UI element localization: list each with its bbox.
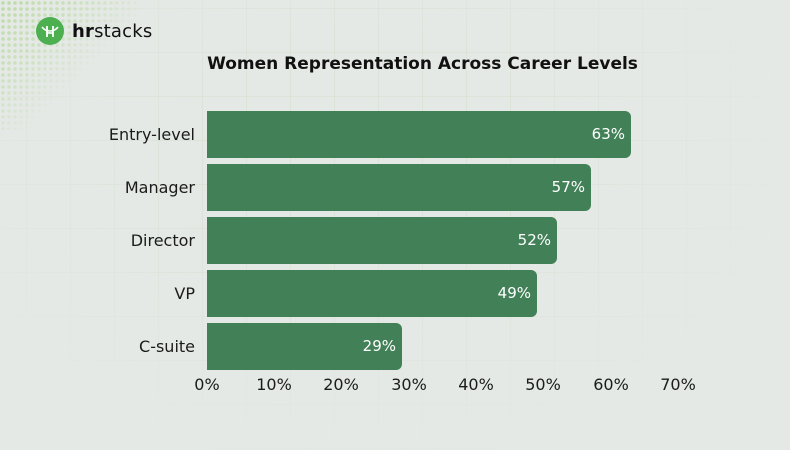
x-tick-label: 50%	[525, 375, 561, 394]
bar-vp: 49%	[207, 270, 537, 317]
bar-entry-level: 63%	[207, 111, 631, 158]
x-tick-label: 60%	[593, 375, 629, 394]
category-label: C-suite	[139, 337, 195, 356]
bar-row-entry-level: Entry-level 63%	[0, 111, 790, 158]
bar-row-manager: Manager 57%	[0, 164, 790, 211]
category-label: Director	[130, 231, 195, 250]
x-tick-label: 10%	[256, 375, 292, 394]
x-tick-label: 30%	[391, 375, 427, 394]
category-label: Manager	[124, 178, 195, 197]
brand-name-rest: stacks	[94, 20, 153, 42]
bar-c-suite: 29%	[207, 323, 402, 370]
bar-value-label: 57%	[551, 178, 585, 196]
bar-value-label: 52%	[517, 231, 551, 249]
category-label: Entry-level	[108, 125, 195, 144]
bar-row-vp: VP 49%	[0, 270, 790, 317]
bar-value-label: 49%	[497, 284, 531, 302]
x-tick-label: 70%	[660, 375, 696, 394]
background-dot-pattern	[0, 0, 140, 130]
category-label: VP	[174, 284, 195, 303]
brand-name-bold: hr	[72, 20, 95, 42]
bar-row-director: Director 52%	[0, 217, 790, 264]
bar-director: 52%	[207, 217, 557, 264]
bar-manager: 57%	[207, 164, 591, 211]
brand-name: hrstacks	[72, 21, 152, 42]
bar-value-label: 29%	[362, 337, 396, 355]
chart-title: Women Representation Across Career Level…	[207, 54, 638, 74]
bar-value-label: 63%	[591, 125, 625, 143]
brand-logo: hrstacks	[36, 17, 152, 45]
x-tick-label: 20%	[323, 375, 359, 394]
x-tick-label: 40%	[458, 375, 494, 394]
hrstacks-logo-icon	[36, 17, 64, 45]
bar-row-c-suite: C-suite 29%	[0, 323, 790, 370]
x-tick-label: 0%	[194, 375, 220, 394]
